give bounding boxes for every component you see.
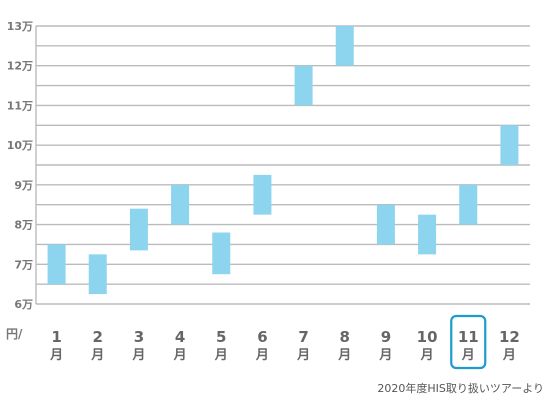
range-bar [459,184,478,225]
x-tick-number: 2 [93,328,103,346]
x-tick-number: 8 [340,328,350,346]
x-tick-unit: 月 [131,348,145,363]
x-tick-number: 3 [134,328,144,346]
range-bar [418,214,437,255]
y-tick-label: 10万 [7,139,33,152]
x-tick-unit: 月 [420,348,434,363]
range-bar [376,204,395,245]
grid-lines [35,25,530,305]
x-tick-unit: 月 [378,348,392,363]
x-tick-unit: 月 [173,348,187,363]
source-note: 2020年度HIS取り扱いツアーより [377,381,544,395]
x-tick-unit: 月 [461,348,475,363]
x-tick-number: 6 [257,328,267,346]
range-bar [47,244,66,285]
y-axis-labels: 6万 7万 8万 9万 10万 11万 12万 13万 [7,20,33,311]
range-bar [88,254,107,295]
range-bars [47,26,519,295]
x-tick-number: 5 [216,328,226,346]
y-tick-label: 9万 [14,179,33,192]
x-tick-number: 12 [499,328,520,346]
y-tick-label: 6万 [14,298,33,311]
x-tick-unit: 月 [214,348,228,363]
range-bar [212,232,231,275]
x-tick-unit: 月 [90,348,104,363]
x-tick-number: 9 [381,328,391,346]
x-axis-labels: 1 月 2 月 3 月 4 月 5 月 6 月 7 月 8 月 9 月 10 月 11 月 12 月 [49,314,520,370]
x-tick-number: 4 [175,328,185,346]
range-bar [294,65,313,106]
range-bar [500,125,519,165]
range-bar [335,26,354,66]
y-tick-label: 11万 [7,99,33,112]
y-tick-label: 8万 [14,219,33,232]
x-tick-number: 10 [417,328,438,346]
y-unit-label: 円/ [6,327,23,341]
x-tick-number: 7 [298,328,308,346]
y-tick-label: 13万 [7,20,33,33]
range-bar [171,184,190,225]
x-tick-unit: 月 [296,348,310,363]
x-tick-unit: 月 [337,348,351,363]
range-bar [129,208,148,251]
x-tick-number: 1 [51,328,61,346]
range-bar [253,174,272,215]
x-tick-unit: 月 [49,348,63,363]
x-tick-unit: 月 [255,348,269,363]
highlight-box [450,314,487,370]
x-tick-number: 11 [458,328,479,346]
y-tick-label: 12万 [7,60,33,73]
y-tick-label: 7万 [14,258,33,271]
x-tick-unit: 月 [502,348,516,363]
